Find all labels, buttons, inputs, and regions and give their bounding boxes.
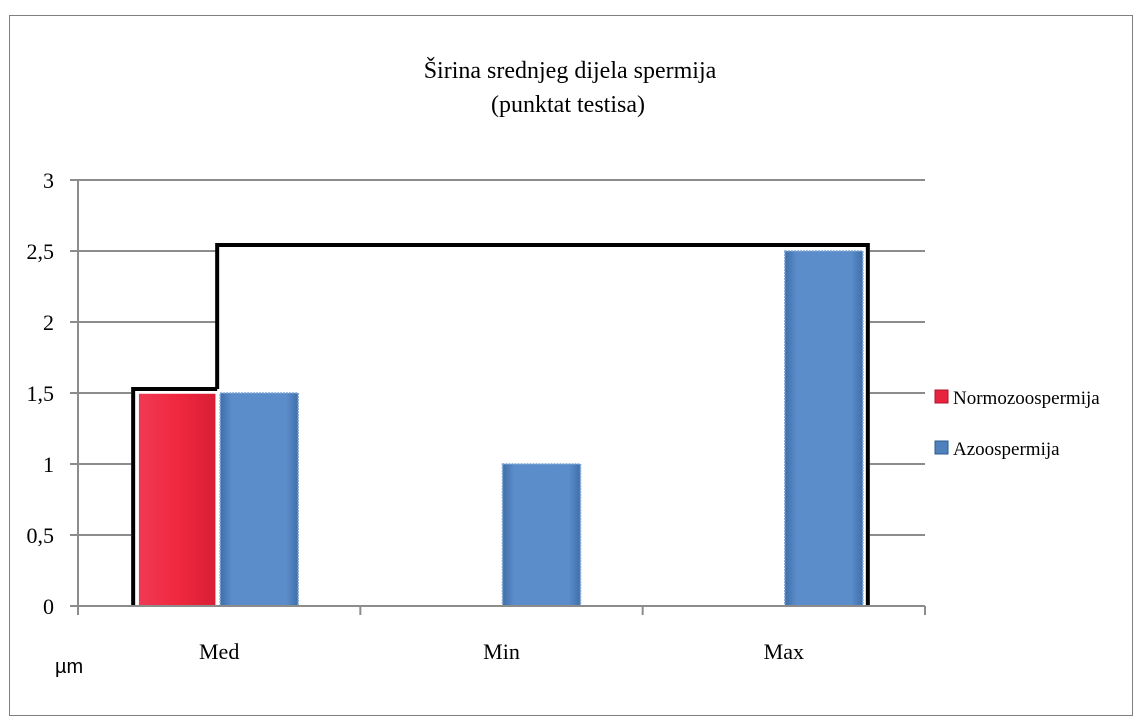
legend-label-normozoospermija: Normozoospermija: [953, 388, 1100, 409]
bar-normozoospermija-med: [137, 392, 217, 607]
y-tick-label: 2,5: [27, 239, 55, 264]
outline-fill: [133, 245, 868, 606]
x-category-label: Med: [199, 639, 239, 664]
highlight-outline: [78, 179, 925, 606]
axes: [77, 180, 926, 615]
chart-subtitle: (punktat testisa): [491, 92, 645, 118]
y-tick-label: 1,5: [27, 381, 55, 406]
y-tick-label: 1: [43, 452, 54, 477]
bar-azoospermija-max: [784, 250, 864, 607]
legend-label-azoospermija: Azoospermija: [953, 439, 1060, 460]
legend-swatch-normozoospermija: [934, 389, 949, 404]
chart-title: Širina srednjeg dijela spermija: [424, 57, 717, 84]
bars: [137, 250, 864, 607]
outline-right: [215, 243, 870, 606]
legend: Normozoospermija Azoospermija: [934, 388, 1100, 460]
y-tick-labels: 0 0,5 1 1,5 2 2,5 3: [27, 168, 55, 619]
y-tick-label: 0,5: [27, 523, 55, 548]
chart-frame: [9, 15, 1133, 716]
unit-label: µm: [55, 656, 83, 678]
bar-azoospermija-med: [219, 392, 299, 607]
outline-left: [131, 387, 218, 606]
bar-azoospermija-min: [501, 463, 582, 607]
y-tick-label: 0: [43, 594, 54, 619]
x-category-labels: Med Min Max: [199, 639, 804, 664]
y-tick-label: 3: [43, 168, 54, 193]
y-tick-label: 2: [43, 310, 54, 335]
x-category-label: Max: [764, 639, 804, 664]
x-category-label: Min: [483, 639, 520, 664]
legend-swatch-azoospermija: [934, 440, 949, 455]
